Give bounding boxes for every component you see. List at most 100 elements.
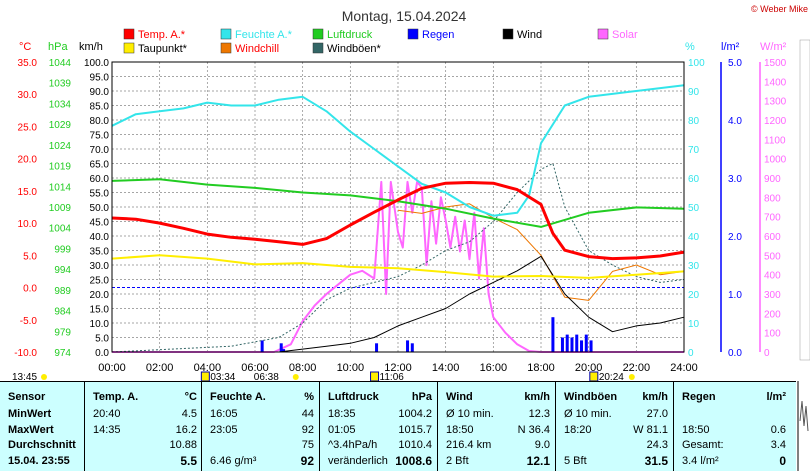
y-tick-rain: 1.0 xyxy=(728,290,742,301)
legend-label: Solar xyxy=(612,29,638,41)
y-tick-wind: 100.0 xyxy=(84,58,109,69)
side-strip xyxy=(796,381,810,471)
series-regen-bar xyxy=(260,340,264,352)
table-column-separator xyxy=(319,381,320,471)
table-cell-value: 0 xyxy=(779,454,786,468)
y-tick-wind: 75.0 xyxy=(90,131,110,142)
axis-label-temp: °C xyxy=(19,41,31,53)
chart-title: Montag, 15.04.2024 xyxy=(342,8,467,24)
y-tick-solar: 700 xyxy=(764,213,781,224)
series-taupunkt xyxy=(111,254,685,279)
y-tick-wind: 30.0 xyxy=(90,261,110,272)
y-tick-temp: 15.0 xyxy=(18,187,38,198)
x-tick-label: 18:00 xyxy=(527,362,555,374)
y-tick-humidity: 50 xyxy=(688,203,700,214)
y-tick-solar: 400 xyxy=(764,271,781,282)
y-tick-temp: 5.0 xyxy=(23,251,37,262)
y-tick-wind: 55.0 xyxy=(90,189,110,200)
legend-label: Windböen* xyxy=(327,43,382,55)
column-header: Temp. A. xyxy=(93,391,139,403)
y-tick-wind: 10.0 xyxy=(90,319,110,330)
legend-swatch xyxy=(407,28,419,40)
y-tick-temp: 20.0 xyxy=(18,155,38,166)
table-top-border xyxy=(0,381,796,382)
y-tick-solar: 1400 xyxy=(764,77,787,88)
table-cell-value: 31.5 xyxy=(644,454,668,468)
y-tick-pressure: 1009 xyxy=(49,203,72,214)
table-cell-value: 12.3 xyxy=(528,408,550,420)
y-tick-solar: 1000 xyxy=(764,155,787,166)
x-tick-label: 22:00 xyxy=(623,362,651,374)
table-cell-label: 18:35 xyxy=(328,408,356,420)
table-cell-label: 18:50 xyxy=(446,424,474,436)
statistics-table: Sensor MinWert MaxWert Durchschnitt 15.04. 2… xyxy=(0,381,796,471)
axis-label-wind: km/h xyxy=(79,41,103,53)
y-tick-pressure: 994 xyxy=(54,265,71,276)
y-tick-wind: 20.0 xyxy=(90,290,110,301)
y-tick-solar: 300 xyxy=(764,290,781,301)
x-tick-label: 00:00 xyxy=(98,362,126,374)
time-marker-label: 03:34 xyxy=(210,372,235,381)
table-cell-label: 18:50 xyxy=(682,424,710,436)
y-tick-pressure: 1014 xyxy=(49,182,72,193)
x-tick-label: 08:00 xyxy=(289,362,317,374)
y-tick-temp: 0.0 xyxy=(23,284,37,295)
y-tick-wind: 25.0 xyxy=(90,276,110,287)
series-windchill xyxy=(397,203,685,301)
table-cell-value: 44 xyxy=(301,408,314,420)
series-regen-bar xyxy=(570,337,574,352)
y-tick-pressure: 979 xyxy=(54,327,71,338)
chart-series xyxy=(111,84,685,353)
legend-swatch xyxy=(312,28,324,40)
y-tick-humidity: 70 xyxy=(688,145,700,156)
y-tick-solar: 200 xyxy=(764,309,781,320)
y-tick-pressure: 1044 xyxy=(49,58,72,69)
x-tick-label: 14:00 xyxy=(432,362,460,374)
column-unit: % xyxy=(304,391,314,403)
table-cell-value: 1008.6 xyxy=(395,454,432,468)
table-cell-value: 92 xyxy=(301,424,314,436)
y-tick-wind: 0.0 xyxy=(95,348,109,359)
y-tick-temp: 30.0 xyxy=(18,90,38,101)
table-cell-value: 12.1 xyxy=(526,454,550,468)
series-regen-bar xyxy=(375,343,379,352)
table-cell-label: 18:20 xyxy=(564,424,592,436)
y-tick-solar: 1100 xyxy=(764,135,786,146)
x-tick-label: 06:00 xyxy=(241,362,269,374)
y-tick-wind: 90.0 xyxy=(90,87,110,98)
series-regen-bar xyxy=(282,349,286,352)
table-column-separator xyxy=(437,381,438,471)
series-feuchtea xyxy=(111,84,685,217)
y-tick-pressure: 974 xyxy=(54,348,71,359)
axis-headers: °C hPa km/h% l/m² W/m² xyxy=(19,41,787,53)
y-tick-pressure: 1024 xyxy=(49,141,72,152)
table-cell-value: 0.6 xyxy=(770,424,786,436)
side-strip-graphic xyxy=(796,381,810,471)
table-cell-value: 75 xyxy=(301,439,314,451)
table-cell-value: W 81.1 xyxy=(633,424,668,436)
table-cell-label: 6.46 g/m³ xyxy=(210,455,257,467)
column-header: Regen xyxy=(682,391,716,403)
y-tick-humidity: 80 xyxy=(688,116,700,127)
table-cell-label: 23:05 xyxy=(210,424,238,436)
legend-label: Luftdruck xyxy=(327,29,373,41)
column-header: Windböen xyxy=(564,391,618,403)
table-cell-value: 27.0 xyxy=(646,408,668,420)
table-cell-value: 1004.2 xyxy=(398,408,432,420)
legend-label: Windchill xyxy=(235,43,279,55)
y-tick-wind: 65.0 xyxy=(90,160,110,171)
table-cell-label: Ø 10 min. xyxy=(446,408,494,420)
sun-marker xyxy=(628,374,635,380)
legend-swatch xyxy=(502,28,514,40)
time-markers: 13:45 03:34 06:38 11:06 20:24 xyxy=(12,371,635,381)
table-cell-label: 216.4 km xyxy=(446,439,492,451)
y-tick-solar: 500 xyxy=(764,251,781,262)
legend-swatch xyxy=(220,28,232,40)
y-tick-humidity: 20 xyxy=(688,290,700,301)
table-cell-label: Gesamt: xyxy=(682,439,724,451)
y-tick-solar: 1300 xyxy=(764,97,787,108)
time-marker-label: 20:24 xyxy=(599,372,624,381)
y-tick-solar: 900 xyxy=(764,174,781,185)
y-tick-pressure: 1004 xyxy=(49,224,72,235)
row-label: MaxWert xyxy=(8,424,54,436)
